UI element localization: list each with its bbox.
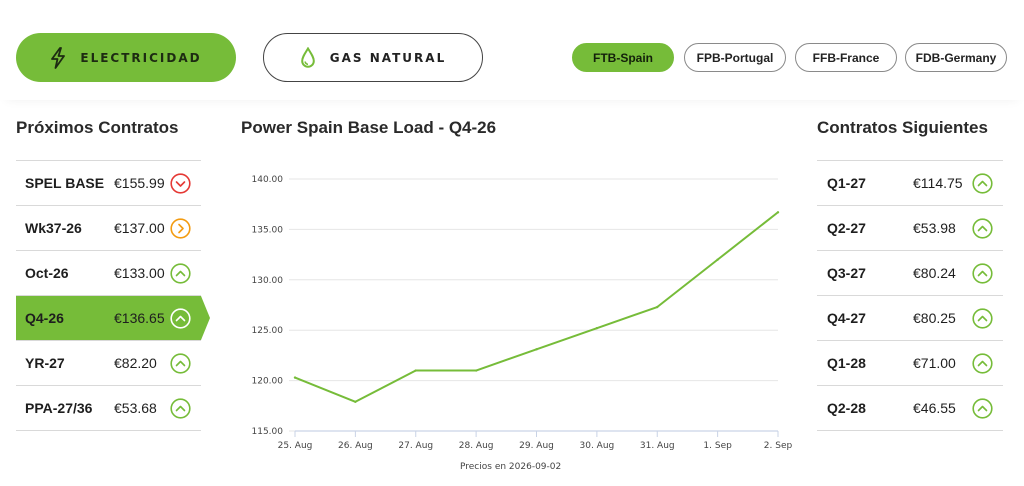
contract-price: €136.65 bbox=[114, 310, 165, 326]
following-contracts-list: Q1-27 €114.75 Q2-27 €53.98 Q3-27 €80.24 Q4-27 €… bbox=[817, 160, 1003, 431]
data-point bbox=[354, 400, 357, 403]
contract-row[interactable]: Oct-26 €133.00 bbox=[16, 251, 201, 296]
contract-price: €114.75 bbox=[913, 175, 963, 191]
data-point bbox=[776, 211, 780, 214]
market-label: FTB-Spain bbox=[593, 50, 653, 65]
chevron-down-icon bbox=[170, 173, 191, 194]
y-tick-label: 115.00 bbox=[252, 427, 284, 437]
market-label: FDB-Germany bbox=[915, 50, 997, 65]
contract-price: €137.00 bbox=[114, 220, 165, 236]
contract-row[interactable]: Q1-28 €71.00 bbox=[817, 341, 1003, 386]
contract-name: Q3-27 bbox=[827, 265, 866, 281]
series-line bbox=[294, 211, 779, 403]
x-tick-label: 28. Aug bbox=[459, 441, 494, 451]
contract-row[interactable]: Q4-26 €136.65 bbox=[16, 296, 210, 341]
contract-row[interactable]: Q2-27 €53.98 bbox=[817, 206, 1003, 251]
chevron-up-icon bbox=[972, 218, 993, 239]
market-ffb-france[interactable]: FFB-France bbox=[795, 43, 897, 72]
chevron-up-icon bbox=[170, 398, 191, 419]
x-tick-label: 30. Aug bbox=[580, 441, 615, 451]
data-point bbox=[474, 369, 478, 372]
contract-price: €82.20 bbox=[114, 355, 157, 371]
chevron-up-icon bbox=[972, 173, 993, 194]
contract-row[interactable]: Q4-27 €80.25 bbox=[817, 296, 1003, 341]
contract-price: €80.25 bbox=[913, 310, 956, 326]
contract-price: €80.24 bbox=[913, 265, 956, 281]
contract-name: Q4-26 bbox=[25, 310, 64, 326]
data-point bbox=[414, 369, 417, 372]
contract-name: Q2-28 bbox=[827, 400, 866, 416]
price-line-chart: 115.00 120.00 125.00 130.00 135.00 140.00 25. … bbox=[252, 175, 793, 451]
contract-row[interactable]: SPEL BASE €155.99 bbox=[16, 161, 201, 206]
contract-row[interactable]: YR-27 €82.20 bbox=[16, 341, 201, 386]
top-bar: ELECTRICIDAD GAS NATURAL FTB-Spain FPB-P… bbox=[0, 0, 1024, 100]
chevron-up-icon bbox=[972, 308, 993, 329]
contract-name: PPA-27/36 bbox=[25, 400, 93, 416]
market-label: FPB-Portugal bbox=[696, 50, 774, 65]
x-tick-label: 2. Sep bbox=[764, 441, 793, 451]
contract-name: YR-27 bbox=[25, 355, 65, 371]
contract-name: Q4-27 bbox=[827, 310, 866, 326]
chevron-right-icon bbox=[170, 218, 191, 239]
x-tick-label: 31. Aug bbox=[640, 441, 675, 451]
contract-name: Q2-27 bbox=[827, 220, 866, 236]
contract-name: Q1-28 bbox=[827, 355, 866, 371]
market-label: FFB-France bbox=[812, 50, 880, 65]
chevron-up-icon bbox=[972, 263, 993, 284]
x-tick-label: 25. Aug bbox=[278, 441, 313, 451]
chevron-up-icon bbox=[972, 353, 993, 374]
x-tick-label: 29. Aug bbox=[519, 441, 554, 451]
tab-gas-natural[interactable]: GAS NATURAL bbox=[263, 33, 483, 82]
contract-price: €46.55 bbox=[913, 400, 956, 416]
right-panel-title: Contratos Siguientes bbox=[817, 118, 988, 137]
contract-name: SPEL BASE bbox=[25, 175, 105, 191]
contract-price: €53.68 bbox=[114, 400, 157, 416]
contract-price: €71.00 bbox=[913, 355, 956, 371]
tab-electricidad-label: ELECTRICIDAD bbox=[80, 50, 202, 65]
contract-row[interactable]: Q2-28 €46.55 bbox=[817, 386, 1003, 431]
data-point bbox=[595, 326, 599, 330]
contract-name: Q1-27 bbox=[827, 175, 866, 191]
data-point bbox=[716, 258, 719, 261]
data-point bbox=[535, 348, 538, 351]
y-tick-label: 120.00 bbox=[252, 377, 284, 387]
market-fdb-germany[interactable]: FDB-Germany bbox=[905, 43, 1007, 72]
tab-electricidad[interactable]: ELECTRICIDAD bbox=[16, 33, 236, 82]
tab-gas-natural-label: GAS NATURAL bbox=[329, 50, 447, 65]
contract-price: €155.99 bbox=[114, 175, 165, 191]
chart-title: Power Spain Base Load - Q4-26 bbox=[241, 118, 497, 137]
next-contracts-list: SPEL BASE €155.99 Wk37-26 €137.00 Oct-26 €133… bbox=[16, 160, 210, 431]
chevron-up-icon bbox=[170, 308, 191, 329]
y-tick-label: 140.00 bbox=[252, 175, 284, 185]
left-panel-title: Próximos Contratos bbox=[16, 118, 179, 137]
x-tick-label: 26. Aug bbox=[338, 441, 373, 451]
contract-row[interactable]: Q1-27 €114.75 bbox=[817, 161, 1003, 206]
contract-price: €53.98 bbox=[913, 220, 956, 236]
x-tick-label: 1. Sep bbox=[703, 441, 732, 451]
lightning-bolt-icon bbox=[51, 46, 66, 69]
y-tick-label: 125.00 bbox=[252, 326, 284, 336]
chart-footnote: Precios en 2026-09-02 bbox=[460, 462, 562, 472]
chevron-up-icon bbox=[972, 398, 993, 419]
flame-drop-icon bbox=[300, 46, 315, 68]
data-point bbox=[656, 305, 659, 309]
contract-name: Oct-26 bbox=[25, 265, 69, 281]
chevron-up-icon bbox=[170, 353, 191, 374]
data-point bbox=[293, 376, 297, 379]
contract-price: €133.00 bbox=[114, 265, 165, 281]
contract-row[interactable]: Q3-27 €80.24 bbox=[817, 251, 1003, 296]
y-tick-label: 135.00 bbox=[252, 225, 284, 235]
market-ftb-spain[interactable]: FTB-Spain bbox=[572, 43, 674, 72]
contract-name: Wk37-26 bbox=[25, 220, 82, 236]
x-tick-label: 27. Aug bbox=[398, 441, 433, 451]
contract-row[interactable]: PPA-27/36 €53.68 bbox=[16, 386, 201, 431]
market-fpb-portugal[interactable]: FPB-Portugal bbox=[684, 43, 786, 72]
chevron-up-icon bbox=[170, 263, 191, 284]
contract-row[interactable]: Wk37-26 €137.00 bbox=[16, 206, 201, 251]
y-tick-label: 130.00 bbox=[252, 276, 284, 286]
